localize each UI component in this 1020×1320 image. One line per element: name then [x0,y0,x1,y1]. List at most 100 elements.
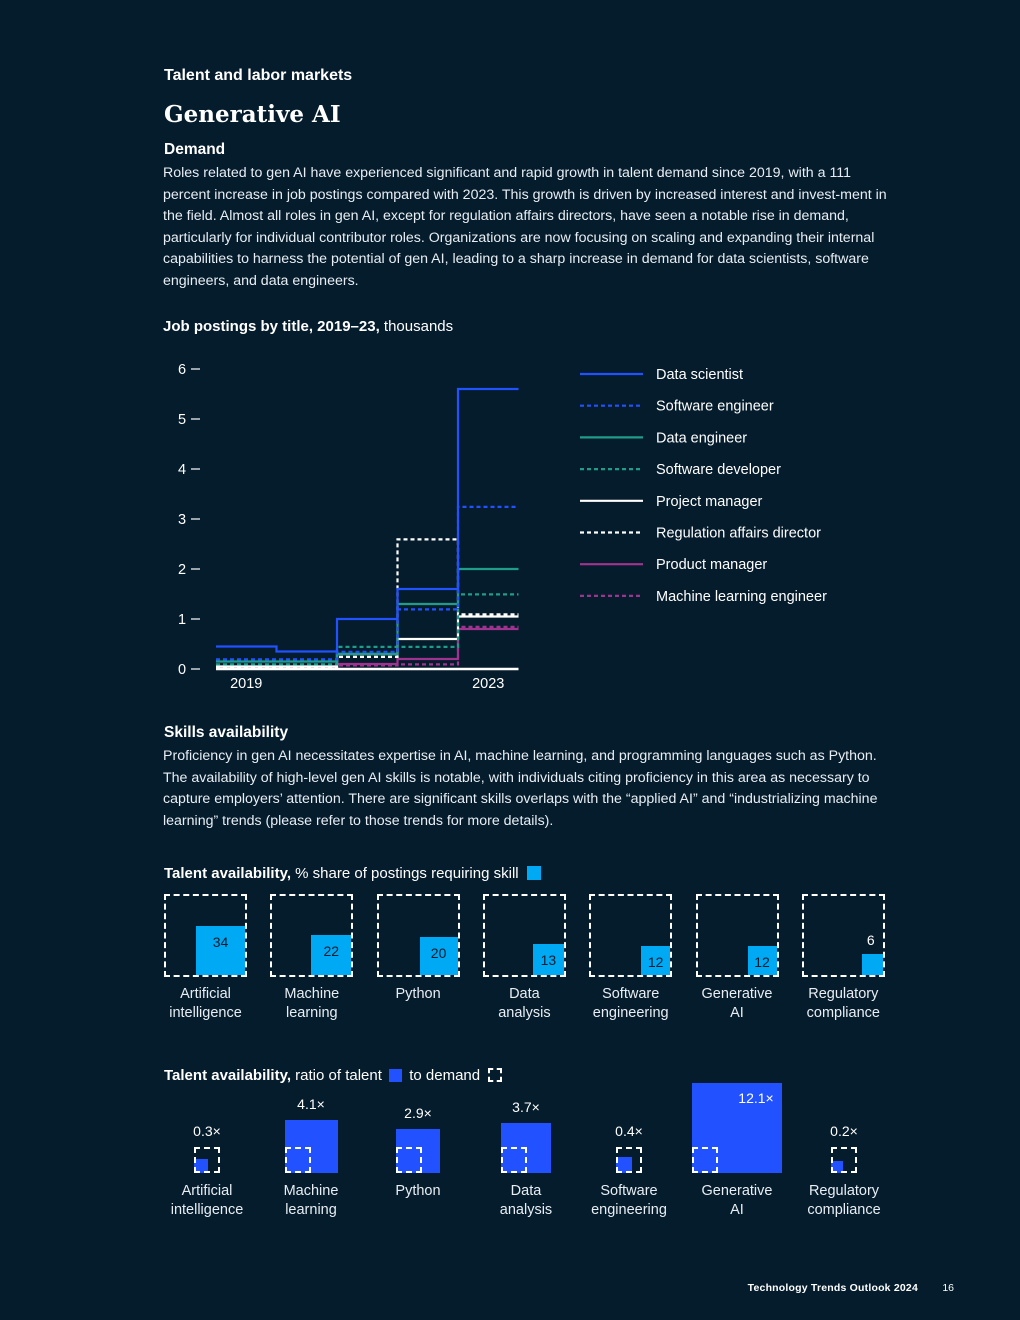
ratio-category-label: Generative AI [682,1182,792,1220]
y-tick-label: 3 [178,512,186,528]
ratio-value-label: 4.1× [297,1096,325,1112]
ratio-category-label: Software engineering [574,1182,684,1220]
ratio-category-label-line: analysis [499,1202,553,1218]
legend-label-regulation-affairs-director: Regulation affairs director [656,526,821,542]
share-category-label: Software engineering [576,985,686,1023]
skills-paragraph: Proficiency in gen AI necessitates exper… [163,748,878,829]
share-value-label: 20 [430,945,447,961]
share-tile-fill [196,926,245,975]
share-tile-fill [532,944,564,975]
demand-heading: Demand [164,141,226,158]
ratio-value-label: 3.7× [512,1099,540,1115]
share-value-label: 12 [754,954,770,970]
demand-paragraph: Roles related to gen AI have experienced… [163,165,887,289]
share-category-label-line: Artificial [180,986,231,1002]
ratio-category-label: Machine learning [256,1182,366,1220]
ratio-demand-box [396,1147,422,1173]
ratio-category-label: Artificial intelligence [152,1182,262,1220]
ratio-category-label-line: intelligence [170,1202,244,1218]
share-value-label: 34 [212,934,229,950]
share-value-label: 22 [323,943,340,959]
ratio-demand-box [616,1147,642,1173]
share-category-label: Python [363,985,473,1004]
ratio-demand-box [284,1147,311,1173]
ratio-category-label-line: compliance [807,1202,881,1218]
ratio-category-label-line: Artificial [181,1183,233,1199]
share-category-label-line: Generative [701,986,773,1002]
share-chart-title: Talent availability, % share of postings… [164,865,541,882]
share-tile-frame [376,894,460,977]
ratio-chart-title-part1: ratio of talent [295,1067,382,1084]
ratio-talent-square [284,1120,338,1173]
ratio-category-label: Regulatory compliance [789,1182,899,1220]
skills-heading: Skills availability [164,724,289,741]
y-tick-label: 2 [178,562,186,578]
ratio-talent-square [501,1123,551,1173]
ratio-talent-square [616,1157,632,1173]
legend-label-data-scientist: Data scientist [656,367,743,383]
footer-publication: Technology Trends Outlook 2024 [747,1282,918,1294]
share-tile-frame [164,894,247,977]
ratio-demand-swatch [488,1068,503,1082]
share-category-label-line: AI [730,1005,744,1021]
share-category-label-line: engineering [592,1005,669,1021]
ratio-category-label-line: Python [395,1183,441,1199]
share-value-label: 13 [540,952,557,968]
ratio-talent-square [831,1161,843,1173]
share-legend-swatch [526,866,541,880]
ratio-category-label-line: Generative [701,1183,773,1199]
share-category-label-line: Regulatory [808,986,879,1002]
ratio-talent-square [194,1159,208,1173]
share-chart-title-bold: Talent availability, [164,865,291,882]
y-tick-label: 0 [178,662,186,678]
ratio-value-label: 0.4× [615,1123,643,1139]
y-tick-label: 5 [178,412,186,428]
page-title: Generative AI [164,101,341,128]
ratio-category-label-line: learning [285,1202,337,1218]
share-tile-frame [695,894,779,977]
ratio-demand-box [194,1147,220,1173]
job-chart-title-unit: thousands [383,318,454,335]
share-tile-fill [861,954,883,975]
skills-body: Proficiency in gen AI necessitates exper… [163,746,893,832]
footer-page-number: 16 [942,1282,954,1294]
job-postings-chart: 0 1 2 3 4 5 6 2019 2023 Data scientist Software en… [178,362,827,692]
ratio-value-label: 0.3× [193,1123,221,1139]
series-line-data-scientist [216,387,519,653]
share-category-label-line: analysis [498,1005,551,1021]
x-tick-label: 2023 [472,676,504,692]
ratio-value-label: 0.2× [830,1123,858,1139]
legend-label-product-manager: Product manager [656,557,767,573]
share-tile-frame [589,894,673,977]
ratio-chart-title-part2: to demand [409,1067,481,1084]
ratio-value-label: 2.9× [404,1105,432,1121]
share-category-label: Generative AI [682,985,792,1023]
ratio-category-label-line: Data [510,1183,542,1199]
x-tick-label: 2019 [230,676,262,692]
series-line-software-engineer [216,505,519,661]
share-category-label-line: Data [509,986,540,1002]
job-chart-title-bold: Job postings by title, 2019–23, [163,318,380,335]
ratio-talent-square [396,1129,440,1173]
y-tick-label: 6 [178,362,186,378]
share-category-label-line: intelligence [169,1005,242,1021]
share-category-label: Machine learning [257,985,367,1023]
ratio-talent-swatch [389,1069,403,1082]
ratio-chart-title: Talent availability, ratio of talent to … [164,1067,503,1084]
ratio-category-label: Python [363,1182,473,1201]
demand-body: Roles related to gen AI have experienced… [163,163,893,293]
ratio-category-label-line: AI [730,1202,744,1218]
share-category-label: Regulatory compliance [788,985,898,1023]
legend-label-software-engineer: Software engineer [656,399,774,415]
share-category-label: Data analysis [469,985,579,1023]
legend-label-data-engineer: Data engineer [656,430,747,446]
share-tile-frame [270,894,354,977]
share-tile-frame [482,894,566,977]
ratio-value-label: 12.1× [738,1090,774,1106]
ratio-category-label-line: Machine [283,1183,339,1199]
share-chart-title-unit: % share of postings requiring skill [295,865,519,882]
legend-label-project-manager: Project manager [656,494,763,510]
share-tile-fill [311,935,352,975]
ratio-demand-box [692,1147,718,1173]
share-value-label: 12 [647,954,664,970]
